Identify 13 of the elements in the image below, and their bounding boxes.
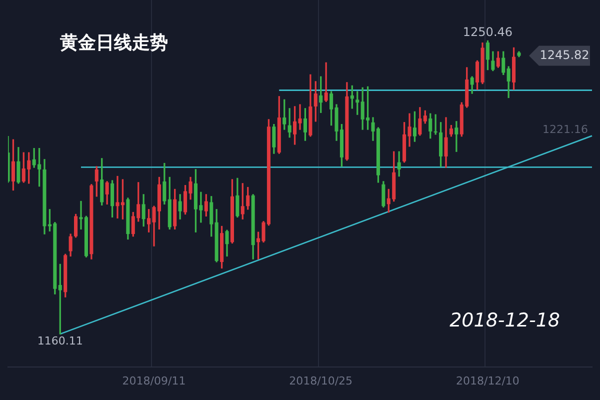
candlestick (324, 62, 328, 102)
annotation: 2018-12-18 (450, 310, 560, 332)
x-tick-label: 2018/10/25 (289, 374, 353, 388)
x-tick-label: 2018/12/10 (456, 374, 520, 388)
text: 黄金日线走势 (59, 32, 168, 54)
data-label: 1221.16 (542, 123, 588, 136)
data-label: 1160.11 (37, 334, 83, 348)
x-tick-label: 2018/09/11 (122, 374, 186, 388)
candlestick (434, 114, 438, 135)
candlestick (454, 121, 458, 152)
annotation: 1250.46 (462, 24, 513, 39)
candlestick (288, 108, 292, 138)
annotation: 1245.82 (540, 48, 590, 62)
